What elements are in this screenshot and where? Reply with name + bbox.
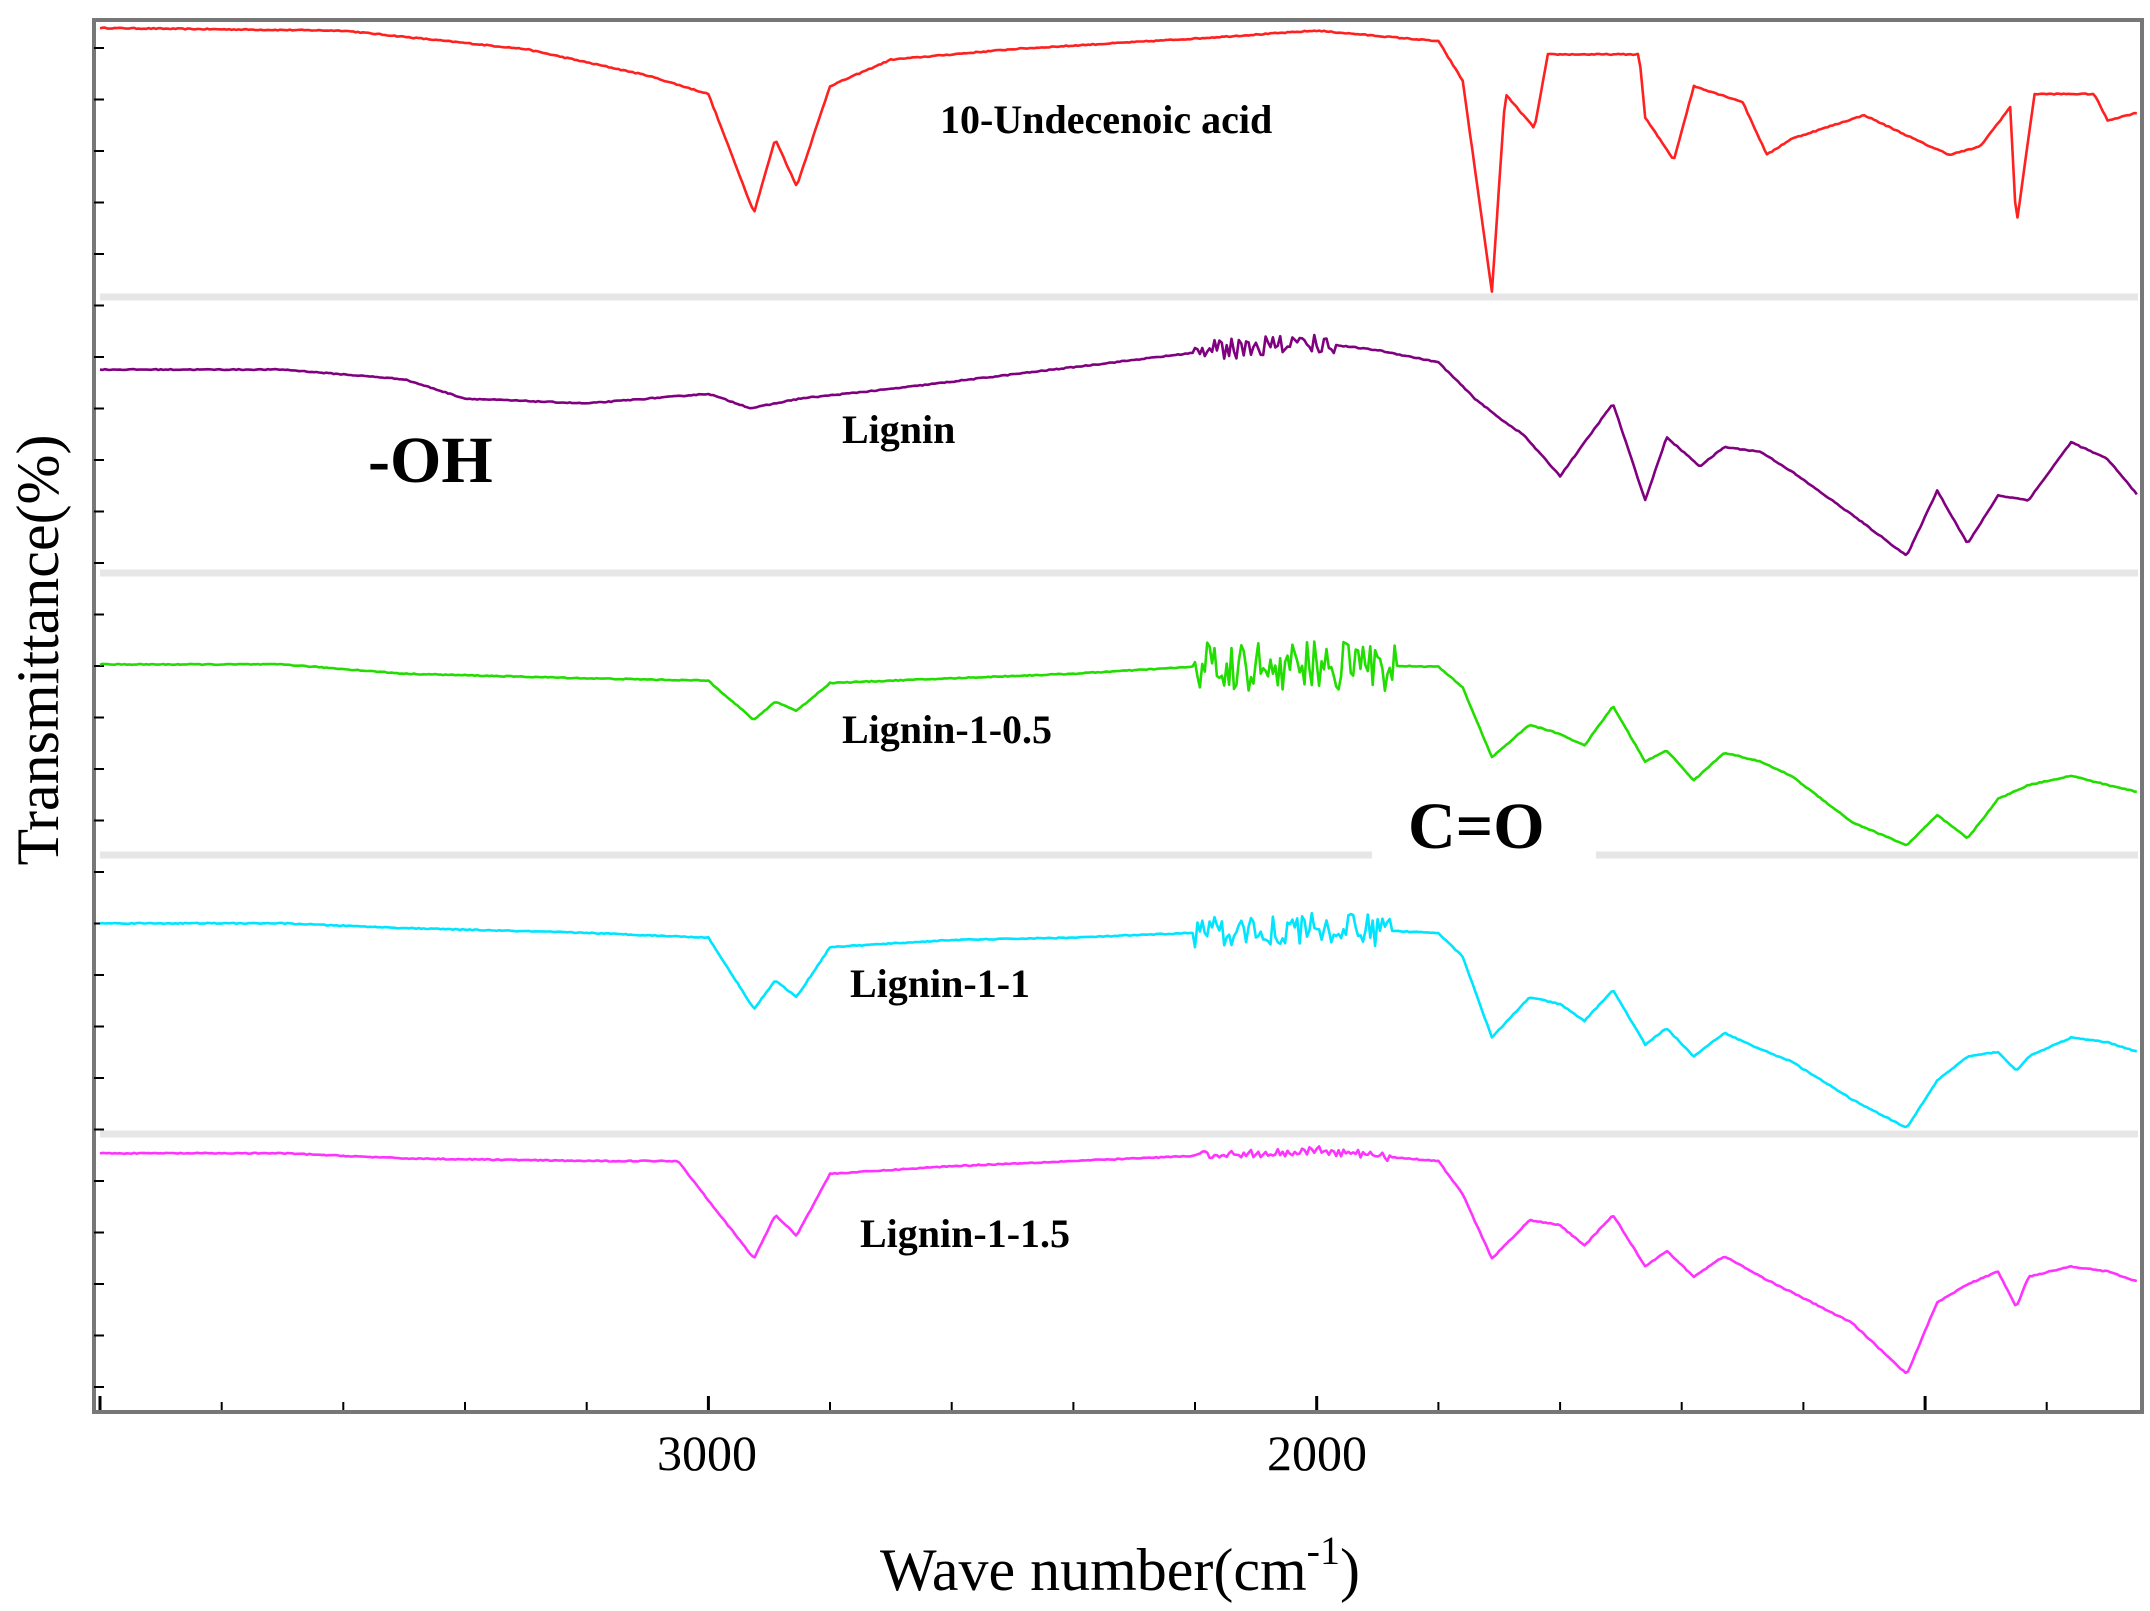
series-line-lignin-1-1.5 [99, 1145, 2138, 1375]
x-tick-label-2000: 2000 [1267, 1425, 1367, 1481]
y-axis-label: Transmittance(%) [5, 434, 71, 865]
series-line-lignin [99, 333, 2138, 557]
oh-annotation: -OH [368, 424, 493, 497]
series-line-10-undecenoic-acid [99, 26, 2137, 293]
series-label-undecenoic-acid: 10-Undecenoic acid [940, 97, 1272, 142]
series-label-lignin-1-0.5: Lignin-1-0.5 [842, 707, 1052, 752]
carbonyl-annotation: C=O [1408, 790, 1545, 863]
x-tick-label-3000: 3000 [657, 1425, 757, 1481]
series-label-lignin-1-1.5: Lignin-1-1.5 [860, 1211, 1070, 1256]
x-axis-ticks [98, 1396, 2048, 1410]
series-label-lignin: Lignin [842, 407, 955, 452]
series-label-lignin-1-1: Lignin-1-1 [850, 961, 1030, 1006]
plot-frame [92, 18, 2144, 1414]
series-layer [99, 26, 2138, 1375]
x-axis-label: Wave number(cm-1) [880, 1528, 1360, 1603]
series-line-lignin-1-0.5 [99, 640, 2137, 847]
series-line-lignin-1-1 [99, 911, 2138, 1129]
